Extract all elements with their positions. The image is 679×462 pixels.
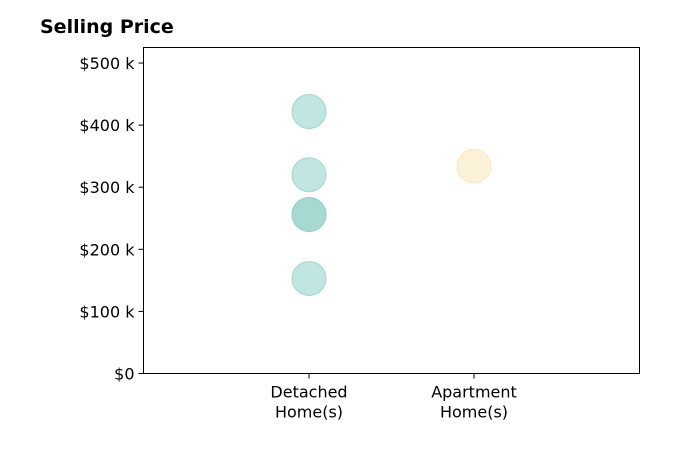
data-point bbox=[456, 148, 492, 184]
data-point bbox=[291, 260, 327, 296]
y-tick-label: $500 k bbox=[79, 54, 135, 73]
y-axis: $0 $100 k $200 k $300 k $400 k $500 k bbox=[79, 54, 144, 384]
y-tick-label: $0 bbox=[114, 365, 134, 384]
y-tick-label: $400 k bbox=[79, 116, 135, 135]
points-layer bbox=[291, 93, 492, 296]
chart-title: Selling Price bbox=[40, 16, 174, 38]
x-tick-label: Detached Home(s) bbox=[270, 383, 347, 422]
y-tick-label: $100 k bbox=[79, 302, 135, 321]
y-tick-label: $200 k bbox=[79, 240, 135, 259]
data-point bbox=[291, 197, 327, 233]
y-tick-label: $300 k bbox=[79, 178, 135, 197]
data-point bbox=[291, 157, 327, 193]
plot-area-frame bbox=[143, 47, 640, 374]
data-point bbox=[291, 93, 327, 129]
x-axis: Detached Home(s) Apartment Home(s) bbox=[270, 373, 517, 422]
x-tick-label: Apartment Home(s) bbox=[431, 383, 517, 422]
